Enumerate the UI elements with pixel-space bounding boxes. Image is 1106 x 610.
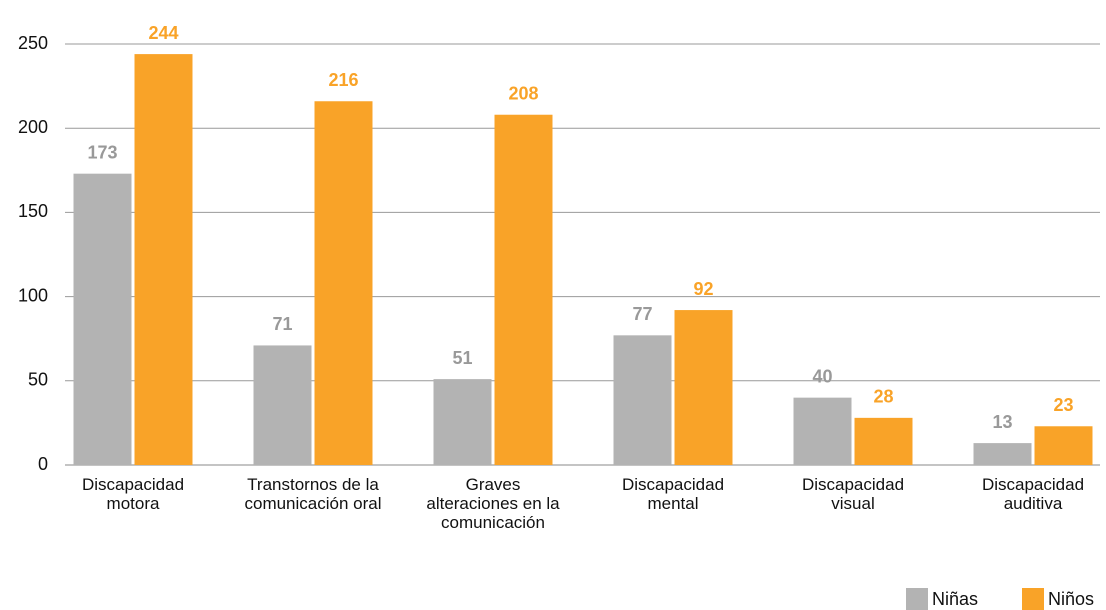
legend-label: Niños [1048, 589, 1094, 609]
bar [73, 173, 132, 465]
bar [433, 379, 492, 465]
y-tick-label: 200 [18, 117, 48, 137]
bar [854, 417, 913, 465]
data-label: 216 [328, 70, 358, 90]
data-label: 51 [452, 348, 472, 368]
x-tick-label: Discapacidad visual [801, 475, 905, 513]
legend-swatch [906, 588, 928, 610]
data-label: 13 [992, 412, 1012, 432]
bar [253, 345, 312, 465]
bar [134, 54, 193, 465]
y-tick-label: 0 [38, 454, 48, 474]
bar [674, 310, 733, 465]
legend-label: Niñas [932, 589, 978, 609]
bar [973, 443, 1032, 465]
data-label: 208 [508, 83, 538, 103]
x-tick-label: Discapacidad mental [621, 475, 725, 513]
bar [314, 101, 373, 466]
bar [613, 335, 672, 465]
x-tick-label: Discapacidad motora [81, 475, 185, 513]
legend-swatch [1022, 588, 1044, 610]
y-tick-label: 50 [28, 370, 48, 390]
y-tick-label: 100 [18, 285, 48, 305]
y-tick-label: 150 [18, 201, 48, 221]
data-label: 23 [1053, 395, 1073, 415]
x-tick-label: Discapacidad auditiva [981, 475, 1085, 513]
y-tick-label: 250 [18, 33, 48, 53]
data-label: 244 [148, 23, 178, 43]
data-label: 77 [632, 304, 652, 324]
data-label: 28 [873, 387, 893, 407]
bar [1034, 426, 1093, 465]
data-label: 40 [812, 366, 832, 386]
bar [494, 114, 553, 465]
x-tick-label: Graves alteraciones en la comunicación [426, 475, 560, 532]
bar [793, 397, 852, 465]
data-label: 173 [87, 142, 117, 162]
data-label: 92 [693, 279, 713, 299]
x-tick-label: Transtornos de la comunicación oral [244, 475, 382, 513]
data-label: 71 [272, 314, 292, 334]
